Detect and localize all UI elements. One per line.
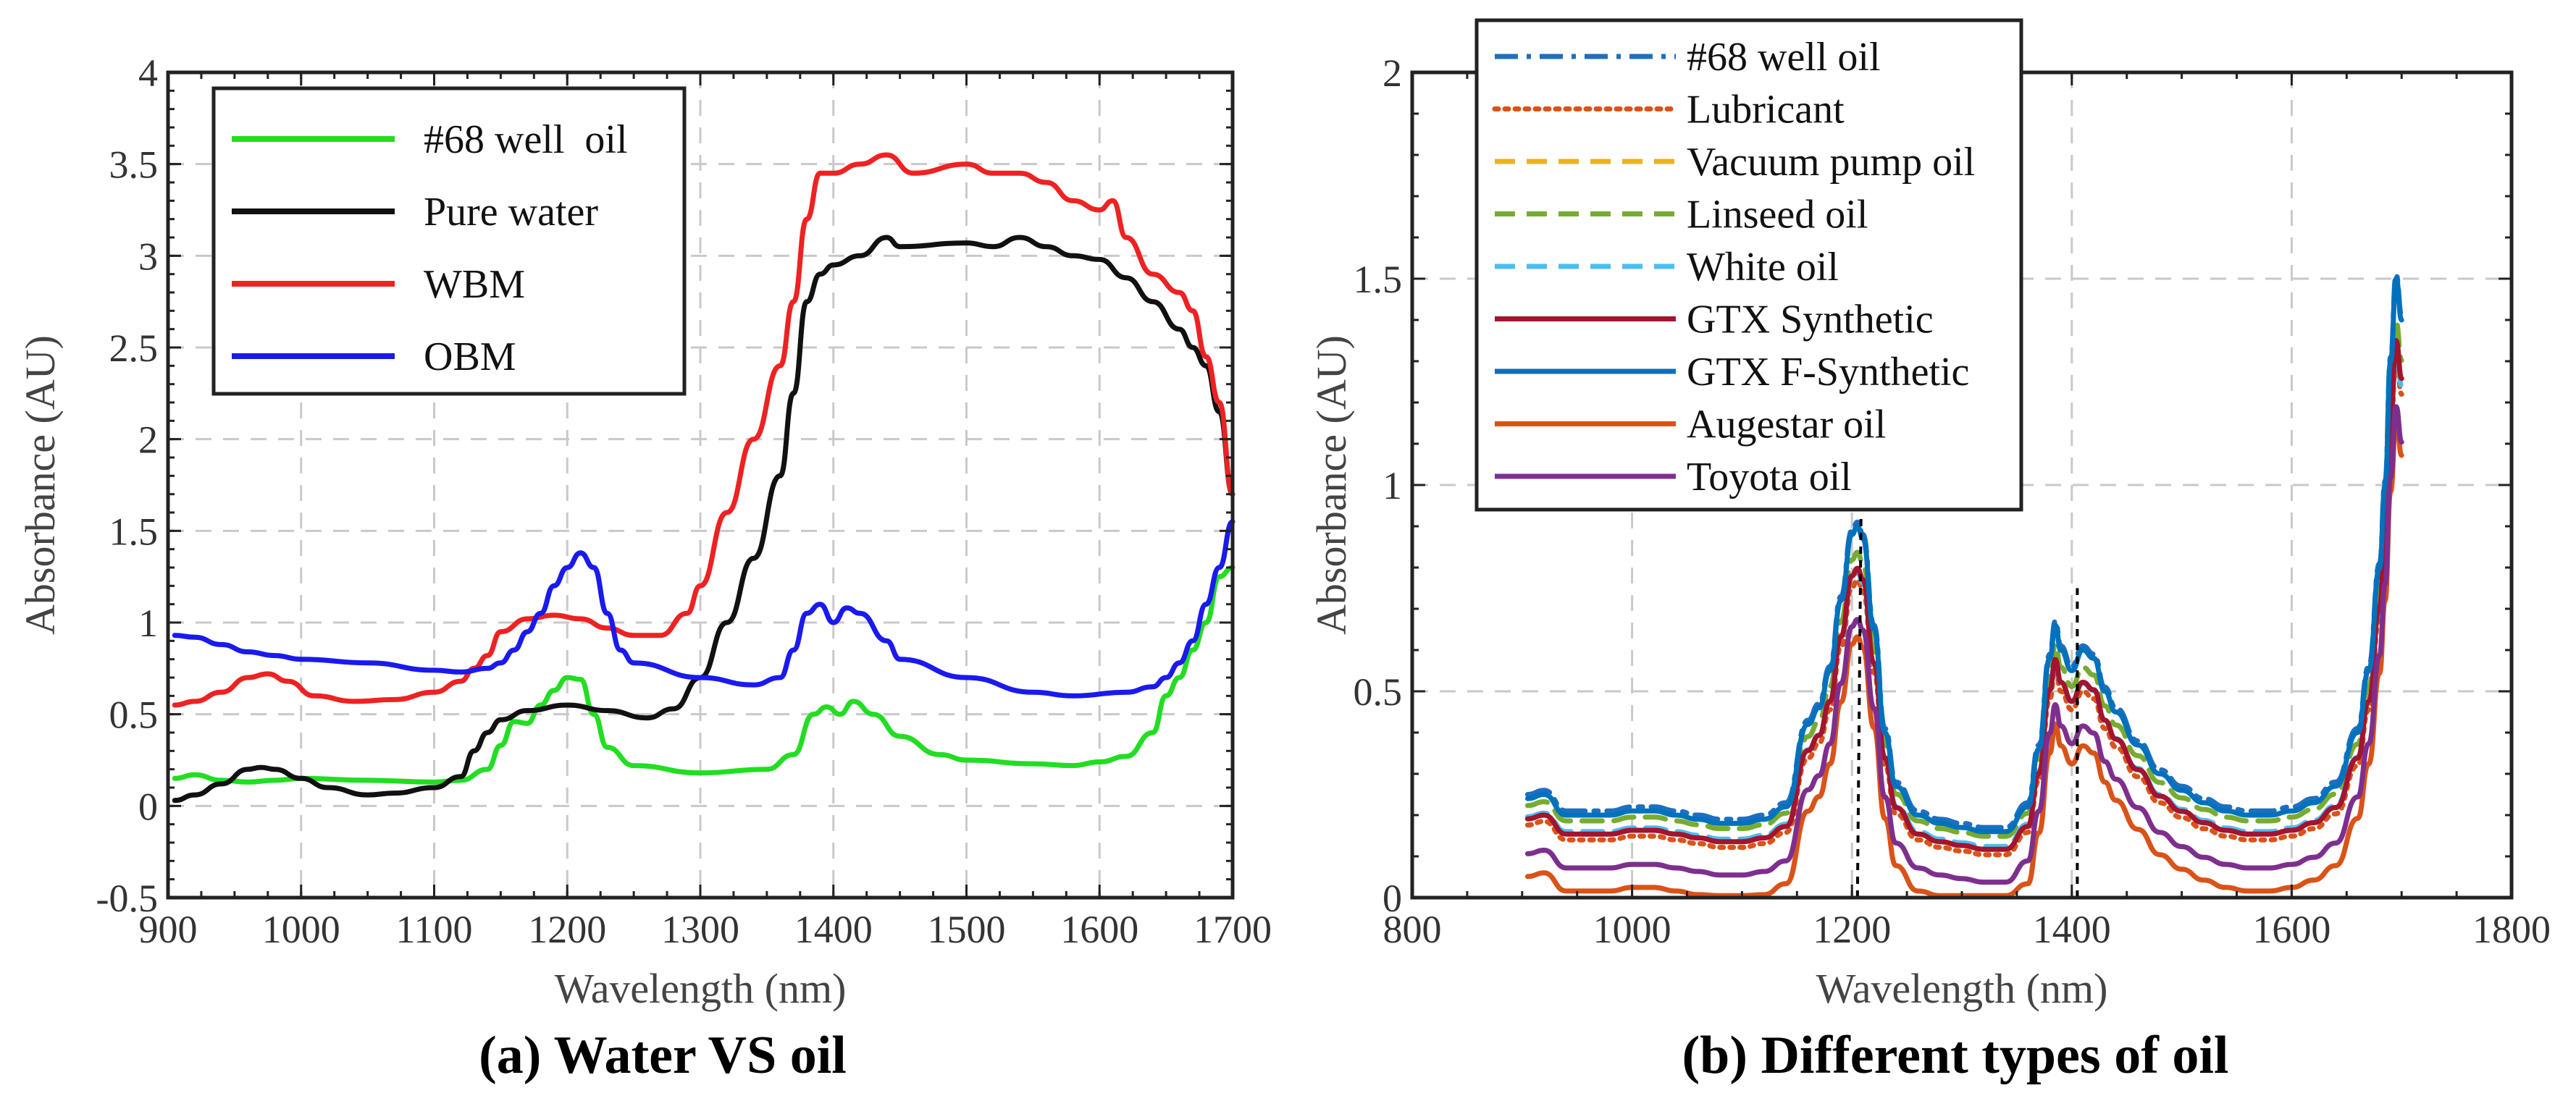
legend-label-linseed-oil: Linseed oil [1687, 193, 1868, 237]
legend-label-68-well-oil: #68 well oil [424, 117, 628, 162]
series-gtx-f-synthetic [1524, 276, 2404, 835]
panel-a-xlabel: Wavelength (nm) [555, 965, 847, 1012]
legend-label-toyota-oil: Toyota oil [1687, 455, 1852, 499]
series-white-oil [1524, 346, 2404, 849]
series-wbm [172, 152, 1235, 708]
panel-b-ticks: 800 1000 1200 1400 1600 1800 0 0.5 1 1.5 2 [1354, 51, 2551, 951]
panel-a-series-group [172, 152, 1235, 804]
y-tick-label: 0 [138, 785, 158, 828]
y-tick-label: 4 [138, 51, 158, 95]
panel-b-reference-lines [1855, 513, 2079, 898]
y-tick-label: 3 [138, 235, 158, 278]
y-tick-label: -0.5 [96, 877, 158, 920]
y-tick-label: 2 [138, 418, 158, 462]
x-tick-label: 1600 [1060, 908, 1138, 951]
legend-label-obm: OBM [424, 334, 516, 379]
series-gtx-synthetic [1524, 338, 2404, 852]
series-linseed-oil [1524, 319, 2404, 839]
legend-label-pure-water: Pure water [424, 190, 598, 235]
series-lubricant [1524, 354, 2404, 858]
x-tick-label: 1300 [661, 908, 739, 951]
x-tick-label: 1200 [528, 908, 606, 951]
y-tick-label: 2 [1383, 51, 1402, 95]
reference-line [1855, 513, 1863, 898]
panel-a-legend: #68 well oil Pure water WBM OBM [211, 86, 687, 396]
legend-label-vacuum-pump-oil: Vacuum pump oil [1687, 140, 1975, 185]
series-68-well-oil [172, 565, 1235, 785]
series-obm [172, 519, 1235, 699]
x-tick-label: 1700 [1193, 908, 1272, 951]
panel-b-different-oils: 800 1000 1200 1400 1600 1800 0 0.5 1 1.5 2 Wavelen… [1308, 18, 2551, 1085]
panel-b-title: (b) Different types of oil [1682, 1026, 2229, 1085]
y-tick-label: 1 [138, 602, 158, 645]
x-tick-label: 800 [1383, 908, 1442, 951]
panel-a-water-vs-oil: 900 1000 1100 1200 1300 1400 1500 1600 1700 -0.5 0… [17, 51, 1272, 1085]
y-tick-label: 0.5 [1354, 670, 1403, 714]
series-toyota-oil [1524, 404, 2404, 885]
y-tick-label: 1 [1383, 464, 1402, 507]
y-tick-label: 2.5 [109, 326, 159, 370]
legend-label-68-well-oil: #68 well oil [1687, 35, 1881, 80]
panel-b-xlabel: Wavelength (nm) [1816, 965, 2108, 1012]
legend-label-wbm: WBM [424, 262, 525, 307]
y-tick-label: 0 [1383, 877, 1402, 920]
panel-b-series-group [1524, 271, 2404, 898]
x-tick-label: 1100 [396, 908, 473, 951]
x-tick-label: 1600 [2252, 908, 2330, 951]
panel-a-ylabel: Absorbance (AU) [17, 335, 64, 635]
x-tick-label: 1800 [2472, 908, 2551, 951]
legend-label-augestar-oil: Augestar oil [1687, 402, 1886, 447]
y-tick-label: 1.5 [1354, 258, 1403, 301]
panel-a-ticks: 900 1000 1100 1200 1300 1400 1500 1600 1700 -0.5 0… [96, 51, 1272, 951]
x-tick-label: 1000 [262, 908, 340, 951]
panel-b-legend: #68 well oil Lubricant Vacuum pump oil Lins… [1474, 18, 2023, 512]
x-tick-label: 1200 [1813, 908, 1891, 951]
series-augestar-oil [1524, 416, 2404, 898]
x-tick-label: 1500 [928, 908, 1006, 951]
legend-label-gtx-synthetic: GTX Synthetic [1687, 298, 1934, 342]
legend-label-gtx-f-synthetic: GTX F-Synthetic [1687, 350, 1969, 395]
panel-a-title: (a) Water VS oil [479, 1026, 847, 1085]
y-tick-label: 1.5 [109, 510, 159, 553]
panel-a-gridlines [168, 72, 1233, 898]
x-tick-label: 1400 [794, 908, 873, 951]
y-tick-label: 3.5 [109, 143, 159, 187]
legend-label-white-oil: White oil [1687, 245, 1839, 290]
panel-b-ylabel: Absorbance (AU) [1308, 335, 1355, 635]
series-pure-water [172, 235, 1235, 804]
x-tick-label: 1400 [2033, 908, 2111, 951]
x-tick-label: 900 [139, 908, 198, 951]
y-tick-label: 0.5 [109, 693, 159, 737]
x-tick-label: 1000 [1593, 908, 1671, 951]
legend-label-lubricant: Lubricant [1687, 88, 1845, 132]
